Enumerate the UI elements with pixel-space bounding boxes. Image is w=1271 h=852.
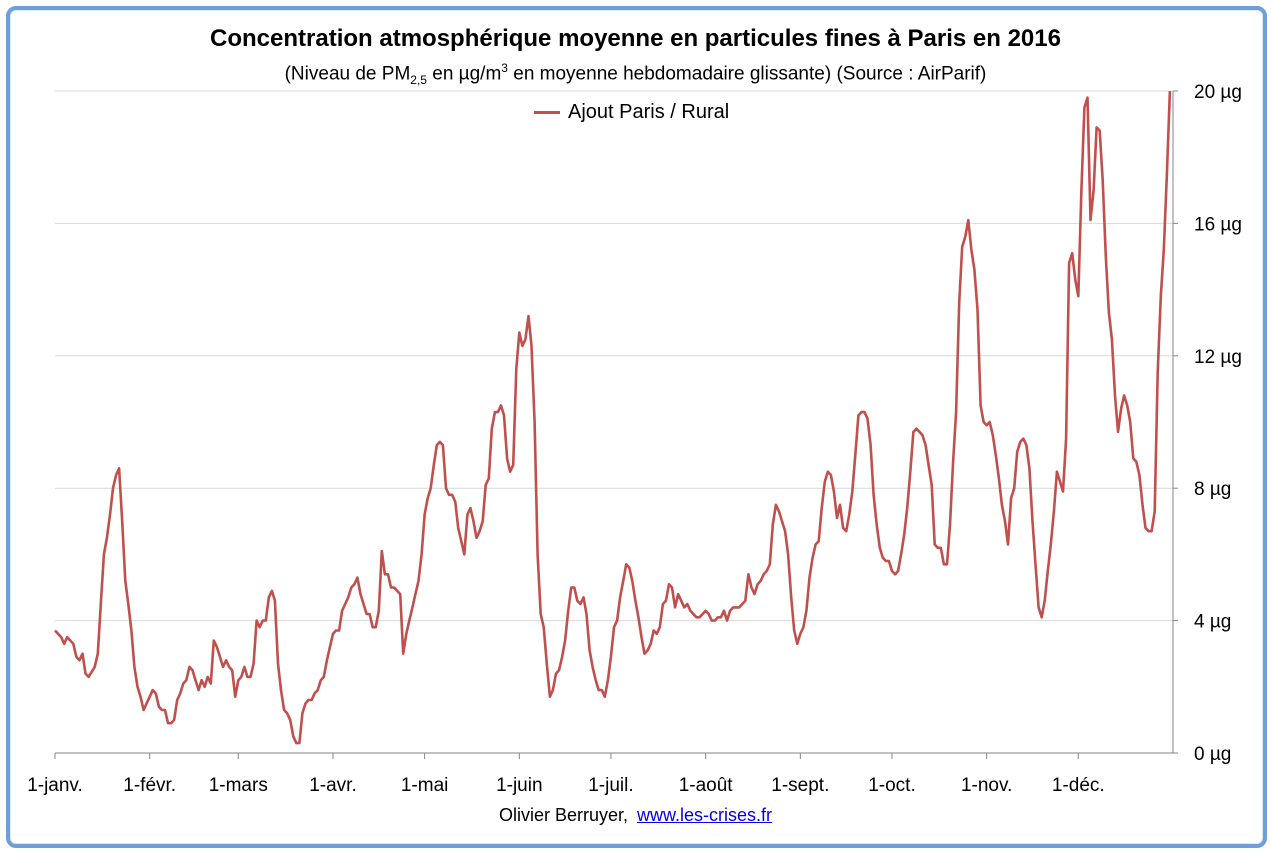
series-group	[54, 90, 1172, 745]
credit-link[interactable]: www.les-crises.fr	[637, 805, 773, 825]
series-line	[54, 90, 1172, 745]
y-tick-label: 8 µg	[1194, 479, 1231, 500]
x-tick-label: 1-mai	[401, 775, 449, 796]
y-tick-label: 0 µg	[1194, 744, 1231, 765]
subtitle-post: en moyenne hebdomadaire glissante) (Sour…	[507, 63, 987, 85]
legend-label: Ajout Paris / Rural	[568, 101, 730, 123]
y-tick-label: 4 µg	[1194, 612, 1231, 633]
x-tick-label: 1-juil.	[588, 775, 633, 796]
axes	[54, 90, 1178, 759]
y-tick-label: 16 µg	[1194, 214, 1242, 235]
chart-frame	[6, 6, 1267, 848]
legend: Ajout Paris / Rural	[534, 101, 729, 124]
x-tick-label: 1-sept.	[771, 775, 829, 796]
gridlines	[55, 90, 1173, 622]
subtitle-pre: (Niveau de PM	[284, 63, 411, 85]
x-tick-label: 1-févr.	[123, 775, 176, 796]
credit-author: Olivier Berruyer,	[498, 805, 628, 825]
x-tick-label: 1-août	[679, 775, 734, 796]
legend-swatch	[534, 111, 560, 114]
y-tick-labels: 0 µg 4 µg 8 µg 12 µg 16 µg 20 µg	[1194, 82, 1242, 765]
x-tick-label: 1-déc.	[1052, 775, 1105, 796]
x-tick-label: 1-juin	[496, 775, 542, 796]
x-tick-label: 1-nov.	[961, 775, 1012, 796]
chart-subtitle: (Niveau de PM2,5 en µg/m3 en moyenne heb…	[0, 61, 1271, 87]
subtitle-sub: 2,5	[410, 73, 427, 88]
x-tick-label: 1-avr.	[309, 775, 357, 796]
y-tick-label: 20 µg	[1194, 82, 1242, 103]
x-tick-label: 1-mars	[209, 775, 268, 796]
subtitle-sup: 3	[501, 61, 508, 75]
x-tick-label: 1-janv.	[27, 775, 83, 796]
x-tick-labels: 1-janv. 1-févr. 1-mars 1-avr. 1-mai 1-juin 1-j…	[27, 775, 1105, 796]
y-tick-label: 12 µg	[1194, 347, 1242, 368]
credit-line: Olivier Berruyer, www.les-crises.fr	[0, 805, 1271, 826]
chart-title: Concentration atmosphérique moyenne en p…	[210, 25, 1061, 52]
subtitle-mid: en µg/m	[426, 63, 502, 85]
x-tick-label: 1-oct.	[868, 775, 916, 796]
